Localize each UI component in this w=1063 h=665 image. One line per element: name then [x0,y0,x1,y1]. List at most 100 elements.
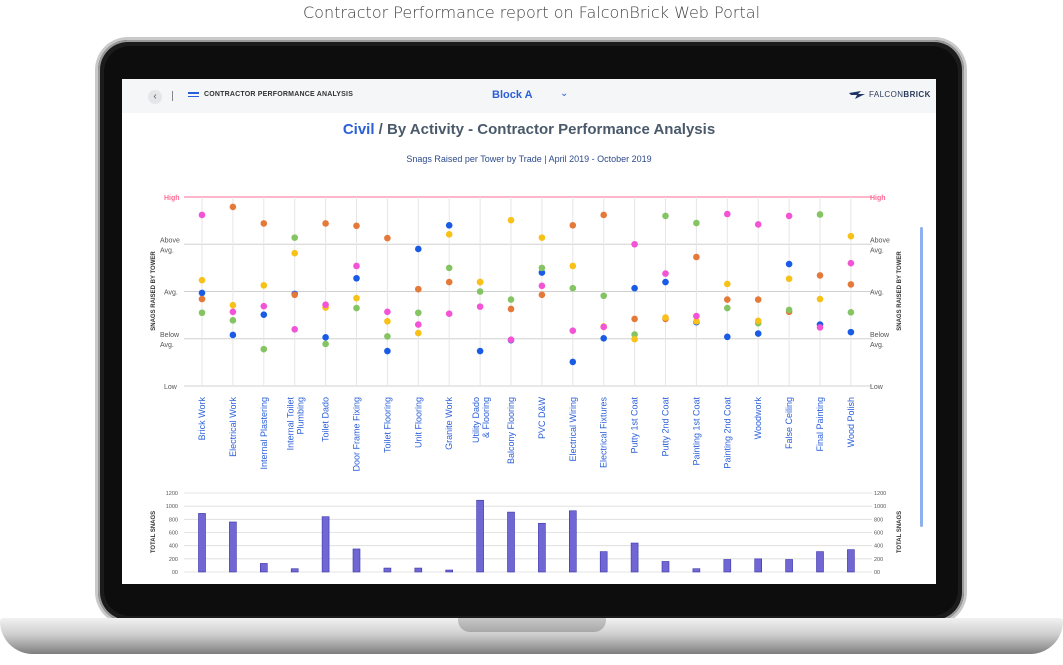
bar[interactable] [630,542,639,573]
scatter-point-yellow[interactable] [476,278,484,286]
scatter-point-yellow[interactable] [662,314,669,321]
scatter-point-pink[interactable] [662,270,669,277]
scatter-point-blue[interactable] [631,284,638,292]
block-dropdown[interactable]: Block A [492,89,533,101]
scatter-point-blue[interactable] [353,274,360,282]
scatter-point-pink[interactable] [600,323,607,331]
scatter-point-green[interactable] [816,211,824,218]
scatter-point-green[interactable] [198,309,206,317]
category-label[interactable]: Balcony Flooring [506,397,516,464]
bar[interactable] [723,559,732,573]
bar[interactable] [847,549,855,573]
scatter-point-blue[interactable] [445,222,453,229]
scatter-point-orange[interactable] [538,291,546,299]
scatter-point-pink[interactable] [538,282,546,290]
scatter-point-green[interactable] [662,212,669,220]
bar[interactable] [538,522,546,573]
category-label[interactable]: Wood Polish [846,397,856,447]
category-label[interactable]: Electrical Wiring [568,397,578,462]
scatter-point-green[interactable] [260,345,268,353]
scatter-point-yellow[interactable] [754,317,762,325]
bar[interactable] [321,516,330,573]
scatter-point-pink[interactable] [569,327,577,335]
category-label[interactable]: Painting 2nd Coat [722,397,732,469]
scatter-point-blue[interactable] [569,358,577,366]
back-button[interactable]: ‹ [148,90,162,104]
chevron-down-icon[interactable]: ⌄ [560,88,569,99]
scatter-point-blue[interactable] [229,331,237,339]
bar[interactable] [352,548,361,573]
scatter-point-pink[interactable] [785,212,793,220]
scatter-point-blue[interactable] [538,269,546,276]
scatter-point-green[interactable] [291,234,298,241]
scatter-point-orange[interactable] [600,211,607,219]
scatter-point-pink[interactable] [291,326,298,333]
scatter-point-yellow[interactable] [198,276,206,284]
scatter-point-pink[interactable] [724,210,731,218]
bar[interactable] [476,499,484,573]
category-label[interactable]: Utility Dado& Flooring [471,397,491,443]
scatter-point-pink[interactable] [322,301,329,309]
scatter-point-yellow[interactable] [631,335,638,343]
scatter-point-yellow[interactable] [569,262,577,270]
bar[interactable] [599,551,608,573]
category-label[interactable]: Unit Flooring [413,397,423,448]
category-label[interactable]: Electrical Work [228,397,238,457]
scatter-point-green[interactable] [507,296,515,303]
scatter-point-yellow[interactable] [847,232,855,240]
scatter-point-yellow[interactable] [291,249,298,257]
category-label[interactable]: Internal ToiletPlumbing [286,397,306,451]
category-label[interactable]: Electrical Fixtures [599,397,609,469]
scatter-point-pink[interactable] [445,310,453,318]
category-label[interactable]: Door Frame Fixing [352,397,362,472]
scatter-point-orange[interactable] [353,222,360,230]
scatter-point-yellow[interactable] [260,282,268,289]
scatter-point-green[interactable] [415,309,422,317]
bar[interactable] [785,559,793,573]
scatter-point-blue[interactable] [198,289,206,297]
scatter-point-yellow[interactable] [229,301,237,309]
scatter-point-pink[interactable] [198,211,206,219]
scatter-point-pink[interactable] [353,262,360,270]
scatter-point-pink[interactable] [754,221,762,228]
scatter-point-green[interactable] [724,304,731,312]
category-label[interactable]: False Ceiling [784,397,794,449]
category-label[interactable]: Final Painting [815,397,825,452]
scatter-point-yellow[interactable] [445,231,453,238]
scatter-point-green[interactable] [600,292,607,300]
scatter-point-pink[interactable] [507,336,515,343]
category-label[interactable]: Putty 1st Coat [630,397,640,454]
category-label[interactable]: Toilet Flooring [382,397,392,453]
scatter-point-pink[interactable] [476,303,484,310]
scatter-point-orange[interactable] [384,234,391,242]
scatter-point-orange[interactable] [291,291,298,299]
scatter-point-pink[interactable] [260,302,268,310]
scatter-point-pink[interactable] [847,259,855,267]
scatter-point-green[interactable] [538,264,546,272]
category-label[interactable]: Painting 1st Coat [691,397,701,466]
scatter-point-yellow[interactable] [724,280,731,288]
scatter-point-pink[interactable] [415,321,422,328]
scatter-point-blue[interactable] [476,347,484,355]
scatter-point-orange[interactable] [847,281,855,288]
scatter-point-blue[interactable] [384,347,391,355]
menu-icon[interactable] [188,92,199,100]
scatter-point-yellow[interactable] [693,317,700,325]
scrollbar[interactable] [920,227,923,527]
scatter-point-pink[interactable] [693,312,700,320]
scatter-point-orange[interactable] [569,222,577,229]
scatter-point-blue[interactable] [662,278,669,286]
bar[interactable] [661,561,670,573]
scatter-point-yellow[interactable] [384,317,391,325]
scatter-point-green[interactable] [693,219,700,227]
scatter-point-yellow[interactable] [816,295,824,303]
scatter-point-blue[interactable] [785,260,793,268]
category-label[interactable]: Toilet Dado [321,397,331,442]
bar[interactable] [692,568,701,573]
scatter-point-pink[interactable] [229,308,237,316]
scatter-point-green[interactable] [847,308,855,316]
scatter-point-orange[interactable] [229,203,237,211]
scatter-point-blue[interactable] [260,311,268,318]
bar[interactable] [414,567,423,573]
scatter-point-blue[interactable] [322,334,329,341]
